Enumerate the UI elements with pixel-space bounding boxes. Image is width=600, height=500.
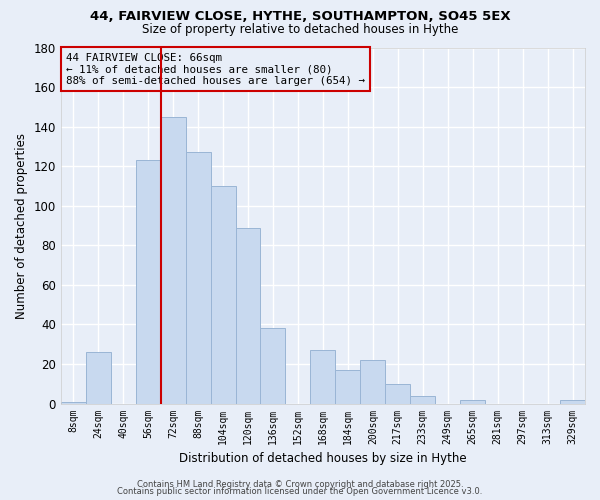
Bar xyxy=(385,384,410,404)
Bar xyxy=(260,328,286,404)
Bar xyxy=(335,370,361,404)
Text: 44, FAIRVIEW CLOSE, HYTHE, SOUTHAMPTON, SO45 5EX: 44, FAIRVIEW CLOSE, HYTHE, SOUTHAMPTON, … xyxy=(89,10,511,23)
Bar xyxy=(86,352,111,404)
X-axis label: Distribution of detached houses by size in Hythe: Distribution of detached houses by size … xyxy=(179,452,467,465)
Bar xyxy=(236,228,260,404)
Text: Size of property relative to detached houses in Hythe: Size of property relative to detached ho… xyxy=(142,22,458,36)
Bar xyxy=(460,400,485,404)
Bar xyxy=(361,360,385,404)
Bar xyxy=(560,400,585,404)
Y-axis label: Number of detached properties: Number of detached properties xyxy=(15,132,28,318)
Text: 44 FAIRVIEW CLOSE: 66sqm
← 11% of detached houses are smaller (80)
88% of semi-d: 44 FAIRVIEW CLOSE: 66sqm ← 11% of detach… xyxy=(66,53,365,86)
Bar xyxy=(310,350,335,404)
Bar xyxy=(161,116,185,404)
Bar xyxy=(185,152,211,404)
Text: Contains HM Land Registry data © Crown copyright and database right 2025.: Contains HM Land Registry data © Crown c… xyxy=(137,480,463,489)
Bar xyxy=(136,160,161,404)
Bar xyxy=(211,186,236,404)
Text: Contains public sector information licensed under the Open Government Licence v3: Contains public sector information licen… xyxy=(118,487,482,496)
Bar xyxy=(410,396,435,404)
Bar xyxy=(61,402,86,404)
